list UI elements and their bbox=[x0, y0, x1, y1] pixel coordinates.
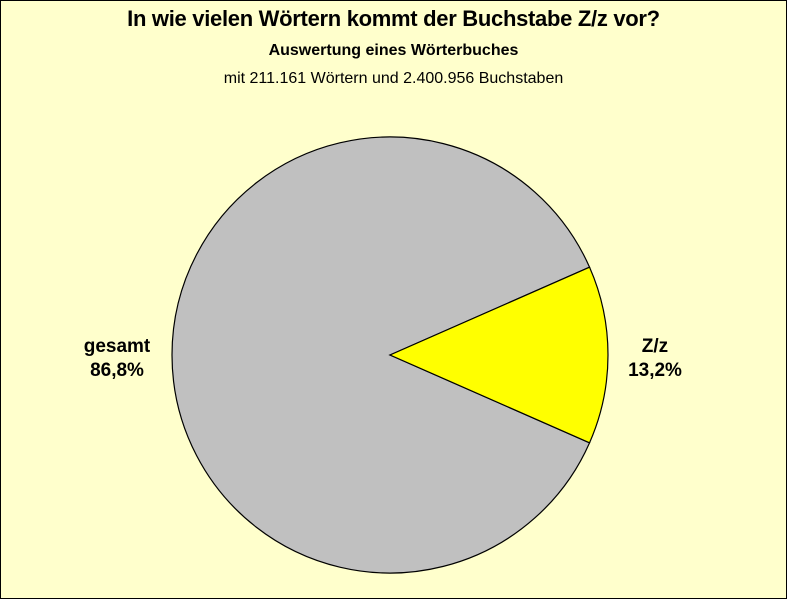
pie-slice-gesamt bbox=[171, 136, 591, 574]
slice-label-gesamt: gesamt bbox=[84, 336, 151, 357]
slice-label-zz: Z/z bbox=[642, 336, 668, 357]
slice-value-gesamt: 86,8% bbox=[90, 360, 144, 381]
chart-subtitle: Auswertung eines Wörterbuches bbox=[268, 42, 519, 59]
chart-title: In wie vielen Wörtern kommt der Buchstab… bbox=[127, 6, 660, 31]
pie-slice-zz bbox=[388, 266, 609, 444]
chart-subtitle-2: mit 211.161 Wörtern und 2.400.956 Buchst… bbox=[223, 70, 564, 87]
slice-value-zz: 13,2% bbox=[628, 360, 682, 381]
